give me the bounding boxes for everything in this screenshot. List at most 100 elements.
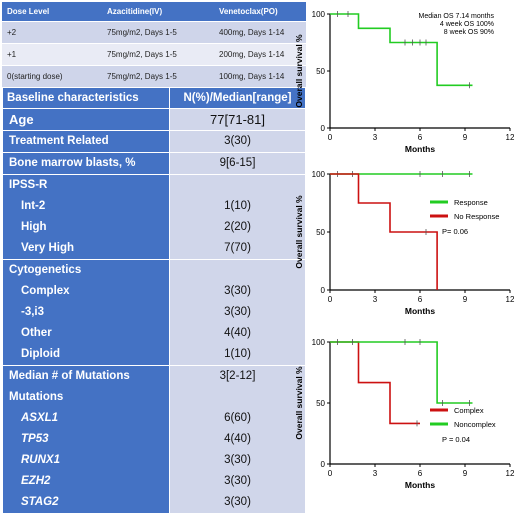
y-tick-label: 50 <box>316 399 325 408</box>
dose-table-header-row: Dose Level Azacitidine(IV) Venetoclax(PO… <box>2 2 306 22</box>
baseline-label: Int-2 <box>21 200 46 212</box>
y-axis-label: Overall survival % <box>294 195 304 269</box>
baseline-value: 3[2-12] <box>219 370 256 382</box>
baseline-label: Cytogenetics <box>9 264 82 276</box>
x-tick-label: 6 <box>418 133 423 142</box>
baseline-label: Mutations <box>9 391 64 403</box>
baseline-label-cell: Median # of Mutations Mutations ASXL1 TP53 R… <box>2 365 170 514</box>
baseline-value-cell: 3(30) <box>169 130 306 153</box>
baseline-label: Treatment Related <box>9 135 109 147</box>
baseline-label: Age <box>9 112 34 127</box>
dose-level-table: Dose Level Azacitidine(IV) Venetoclax(PO… <box>2 2 306 87</box>
baseline-value: 77[71-81] <box>210 112 265 127</box>
x-axis-label: Months <box>405 306 435 316</box>
legend-label: Response <box>454 198 488 207</box>
legend-label: Complex <box>454 406 484 415</box>
baseline-value: 1(10) <box>224 200 251 212</box>
os-annotation: 4 week OS 100% <box>440 21 494 28</box>
azacitidine-cell: 75mg/m2, Days 1-5 <box>102 43 214 66</box>
baseline-group-row: Treatment Related 3(30) <box>2 130 306 153</box>
baseline-label: Other <box>21 327 52 339</box>
km-chart-overall: 0 3 6 9 12 0 50 100 Months Overall survival % Medi… <box>292 2 520 156</box>
baseline-label: RUNX1 <box>21 454 60 466</box>
baseline-value: 3(30) <box>224 475 251 487</box>
os-annotation: Median OS 7.14 months <box>419 13 495 20</box>
baseline-characteristics-table: Baseline characteristics N(%)/Median[ran… <box>2 87 306 514</box>
x-axis-label: Months <box>405 480 435 490</box>
x-tick-label: 9 <box>463 295 468 304</box>
baseline-label-cell: Treatment Related <box>2 130 170 153</box>
baseline-value <box>170 175 305 196</box>
km-chart-response: 0 3 6 9 12 0 50 100 Months Overall survival % Resp… <box>292 164 520 324</box>
dose-row: +1 75mg/m2, Days 1-5 200mg, Days 1-14 <box>2 43 306 66</box>
survival-curve <box>330 173 438 290</box>
baseline-header-value: N(%)/Median[range] <box>169 87 306 109</box>
x-tick-label: 9 <box>463 469 468 478</box>
km-chart-cytogenetics: 0 3 6 9 12 0 50 100 Months Overall survival % Comp… <box>292 330 520 498</box>
azacitidine-cell: 75mg/m2, Days 1-5 <box>102 65 214 87</box>
baseline-value: 3(30) <box>224 285 251 297</box>
km-response-svg: 0 3 6 9 12 0 50 100 Months Overall survival % Resp… <box>294 170 515 316</box>
y-tick-label: 100 <box>312 170 326 179</box>
baseline-label: Bone marrow blasts, % <box>9 157 136 169</box>
venetoclax-cell: 200mg, Days 1-14 <box>214 43 306 66</box>
baseline-value: 4(40) <box>224 433 251 445</box>
baseline-label: STAG2 <box>21 496 59 508</box>
y-tick-label: 50 <box>316 228 325 237</box>
x-tick-label: 12 <box>506 133 515 142</box>
x-tick-label: 0 <box>328 295 333 304</box>
baseline-value-cell: 3(30) 3(30) 4(40) 1(10) <box>169 259 306 366</box>
x-tick-label: 3 <box>373 295 378 304</box>
baseline-value: 6(60) <box>224 412 251 424</box>
dose-header-azacitidine: Azacitidine(IV) <box>102 2 214 22</box>
baseline-header-row: Baseline characteristics N(%)/Median[ran… <box>2 87 306 109</box>
venetoclax-cell: 100mg, Days 1-14 <box>214 65 306 87</box>
baseline-label: Diploid <box>21 348 60 360</box>
y-tick-label: 100 <box>312 10 326 19</box>
dose-level-cell: 0(starting dose) <box>2 65 102 87</box>
baseline-label-cell: Bone marrow blasts, % <box>2 152 170 175</box>
x-axis-label: Months <box>405 144 435 154</box>
survival-curve <box>330 341 473 404</box>
dose-level-cell: +2 <box>2 21 102 44</box>
x-tick-label: 0 <box>328 133 333 142</box>
baseline-value-cell: 1(10) 2(20) 7(70) <box>169 174 306 260</box>
baseline-group-row: Bone marrow blasts, % 9[6-15] <box>2 152 306 175</box>
venetoclax-cell: 400mg, Days 1-14 <box>214 21 306 44</box>
os-annotation: 8 week OS 90% <box>444 29 494 36</box>
baseline-label: High <box>21 221 47 233</box>
baseline-label: IPSS-R <box>9 179 48 191</box>
legend-label: Noncomplex <box>454 420 496 429</box>
x-tick-label: 6 <box>418 295 423 304</box>
x-tick-label: 0 <box>328 469 333 478</box>
azacitidine-cell: 75mg/m2, Days 1-5 <box>102 21 214 44</box>
baseline-value: 2(20) <box>224 221 251 233</box>
baseline-label: Very High <box>21 242 75 254</box>
dose-row: +2 75mg/m2, Days 1-5 400mg, Days 1-14 <box>2 21 306 44</box>
p-value-annotation: P = 0.04 <box>442 435 470 444</box>
baseline-value: 3(30) <box>224 135 251 147</box>
baseline-value <box>170 387 305 408</box>
survival-curve <box>330 341 420 425</box>
baseline-header-label: Baseline characteristics <box>2 87 170 109</box>
baseline-value-cell: 3[2-12] 6(60) 4(40) 3(30) 3(30) 3(30) <box>169 365 306 514</box>
legend-label: No Response <box>454 212 499 221</box>
km-cytogenetics-svg: 0 3 6 9 12 0 50 100 Months Overall survival % Comp… <box>294 338 515 490</box>
baseline-value-cell: 77[71-81] <box>169 108 306 131</box>
km-overall-svg: 0 3 6 9 12 0 50 100 Months Overall survival % Medi… <box>294 10 515 154</box>
x-tick-label: 3 <box>373 469 378 478</box>
y-tick-label: 0 <box>321 124 326 133</box>
x-tick-label: 9 <box>463 133 468 142</box>
baseline-value <box>170 260 305 281</box>
survival-curve <box>330 13 473 87</box>
baseline-label: EZH2 <box>21 475 51 487</box>
baseline-value: 3(30) <box>224 306 251 318</box>
baseline-group-row: IPSS-R Int-2 High Very High 1(10) 2(20) 7(70) <box>2 174 306 260</box>
dose-row: 0(starting dose) 75mg/m2, Days 1-5 100mg… <box>2 65 306 87</box>
dose-header-level: Dose Level <box>2 2 102 22</box>
dose-header-venetoclax: Venetoclax(PO) <box>214 2 306 22</box>
baseline-label: Median # of Mutations <box>9 370 130 382</box>
y-axis-label: Overall survival % <box>294 34 304 108</box>
baseline-group-row: Age 77[71-81] <box>2 108 306 131</box>
baseline-label: ASXL1 <box>21 412 59 424</box>
